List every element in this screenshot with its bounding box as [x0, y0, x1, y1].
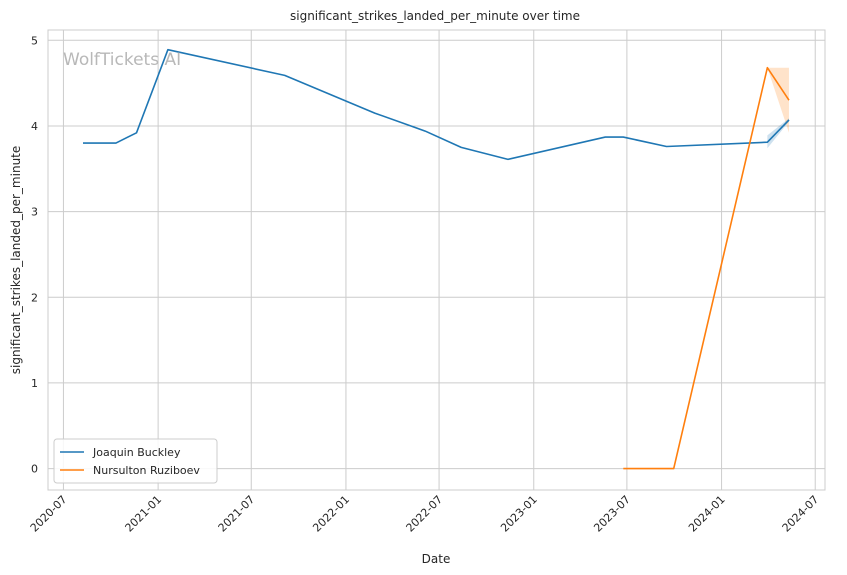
x-tick-label: 2022-01 [310, 493, 352, 535]
y-axis-title: significant_strikes_landed_per_minute [9, 146, 23, 375]
x-tick-label: 2024-07 [780, 493, 822, 535]
x-axis-title: Date [422, 552, 451, 566]
x-tick-labels: 2020-07 2021-01 2021-07 2022-01 2022-07 2023-… [28, 493, 821, 535]
series-line-joaquin-buckley [82, 48, 790, 161]
chart-title: significant_strikes_landed_per_minute ov… [290, 9, 580, 23]
x-tick-label: 2021-01 [123, 493, 165, 535]
y-tick-label: 3 [31, 206, 38, 219]
y-tick-label: 2 [31, 291, 38, 304]
y-tick-label: 0 [31, 463, 38, 476]
legend-label-joaquin-buckley: Joaquin Buckley [92, 446, 181, 459]
x-tick-label: 2020-07 [28, 493, 70, 535]
x-tick-label: 2022-07 [403, 493, 445, 535]
y-tick-label: 4 [31, 120, 38, 133]
y-tick-labels: 0 1 2 3 4 5 [31, 34, 38, 475]
y-tick-label: 1 [31, 377, 38, 390]
legend: Joaquin Buckley Nursulton Ruziboev [53, 438, 218, 484]
watermark-text: WolfTickets AI [63, 50, 181, 70]
x-tick-label: 2021-07 [216, 493, 258, 535]
plot-area [47, 29, 826, 491]
legend-label-nursulton-ruziboev: Nursulton Ruziboev [93, 464, 200, 477]
x-tick-label: 2024-01 [686, 493, 728, 535]
legend-box [53, 438, 218, 484]
series-line-nursulton-ruziboev [623, 66, 790, 470]
series-lines [82, 48, 790, 470]
grid-lines [48, 30, 825, 490]
y-tick-label: 5 [31, 34, 38, 47]
confidence-band-nursulton-ruziboev [767, 67, 789, 133]
x-tick-label: 2023-07 [591, 493, 633, 535]
x-tick-label: 2023-01 [498, 493, 540, 535]
